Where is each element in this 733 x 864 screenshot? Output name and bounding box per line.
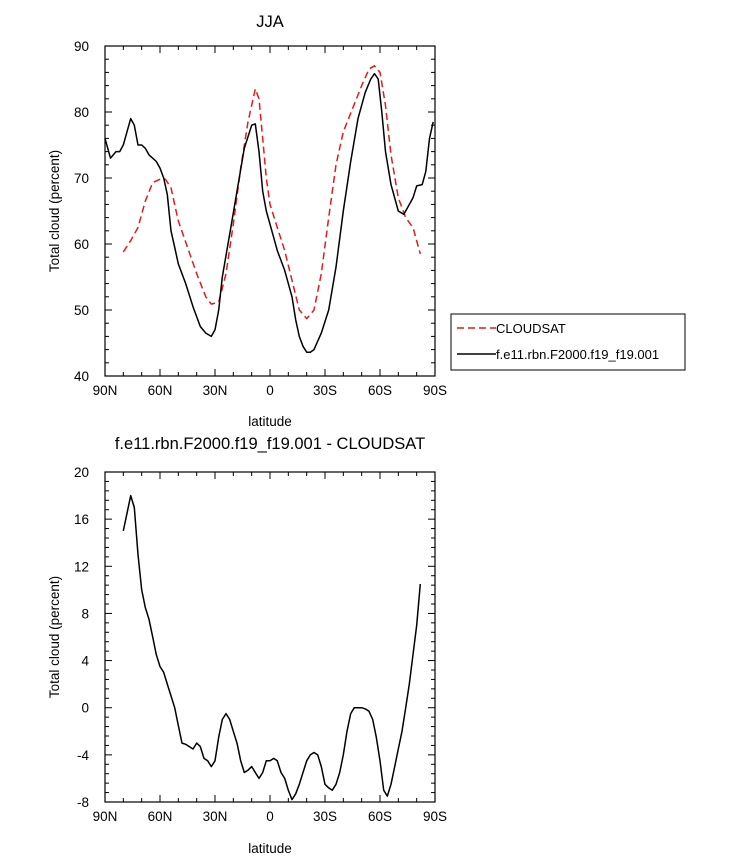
- top-ytick-label: 50: [74, 303, 89, 318]
- bottom-xtick-label: 0: [266, 809, 274, 824]
- top-ytick-label: 70: [74, 171, 89, 186]
- top-series-line-1: [104, 72, 434, 353]
- bottom-xtick-label: 90S: [423, 809, 447, 824]
- chart-bottom-title: f.e11.rbn.F2000.f19_f19.001 - CLOUDSAT: [115, 435, 425, 453]
- top-ytick-label: 40: [74, 369, 89, 384]
- bottom-xtick-label: 30N: [203, 809, 228, 824]
- chart-bottom-series: [122, 494, 422, 801]
- chart-top-frame: [104, 45, 436, 377]
- bottom-xtick-label: 60N: [148, 809, 173, 824]
- bottom-xtick-label: 90N: [93, 809, 118, 824]
- top-xtick-label: 30N: [203, 383, 228, 398]
- top-xtick-label: 60S: [368, 383, 392, 398]
- bottom-ytick-label: 4: [81, 654, 89, 669]
- top-xtick-label: 90S: [423, 383, 447, 398]
- chart-bottom-xlabel: latitude: [248, 841, 292, 856]
- bottom-xtick-label: 30S: [313, 809, 337, 824]
- chart-bottom: f.e11.rbn.F2000.f19_f19.001 - CLOUDSAT 9…: [47, 435, 447, 856]
- chart-top-ylabel: Total cloud (percent): [47, 150, 62, 272]
- top-xtick-label: 90N: [93, 383, 118, 398]
- bottom-ytick-label: 12: [74, 559, 89, 574]
- top-ytick-label: 90: [74, 39, 89, 54]
- top-xtick-label: 30S: [313, 383, 337, 398]
- bottom-ytick-label: -8: [77, 795, 89, 810]
- legend-label-model: f.e11.rbn.F2000.f19_f19.001: [496, 347, 659, 362]
- top-series-line-0: [122, 65, 422, 320]
- top-xtick-label: 0: [266, 383, 274, 398]
- legend-label-cloudsat: CLOUDSAT: [496, 321, 566, 336]
- top-ytick-label: 60: [74, 237, 89, 252]
- bottom-ytick-label: 16: [74, 512, 89, 527]
- bottom-series-line-0: [122, 494, 422, 801]
- chart-bottom-frame: [104, 471, 436, 803]
- chart-top: JJA 90N 60N 30N 0 30S 60S 90S 40 50 60 70 80 90 lati…: [47, 13, 447, 429]
- chart-top-ticks: 90N 60N 30N 0 30S 60S 90S 40 50 60 70 80 90: [74, 39, 447, 398]
- bottom-ytick-label: 8: [81, 606, 89, 621]
- bottom-ytick-label: 20: [74, 465, 89, 480]
- legend: CLOUDSAT f.e11.rbn.F2000.f19_f19.001: [450, 313, 686, 371]
- chart-bottom-ylabel: Total cloud (percent): [47, 576, 62, 698]
- bottom-ytick-label: 0: [81, 701, 89, 716]
- chart-top-series: [104, 65, 434, 353]
- top-xtick-label: 60N: [148, 383, 173, 398]
- chart-top-xlabel: latitude: [248, 414, 292, 429]
- bottom-ytick-label: -4: [77, 748, 89, 763]
- chart-top-title: JJA: [256, 13, 284, 31]
- bottom-xtick-label: 60S: [368, 809, 392, 824]
- legend-box: [450, 313, 686, 371]
- chart-bottom-ticks: 90N 60N 30N 0 30S 60S 90S -8 -4 0 4 8 12 16 20: [74, 465, 447, 824]
- top-ytick-label: 80: [74, 105, 89, 120]
